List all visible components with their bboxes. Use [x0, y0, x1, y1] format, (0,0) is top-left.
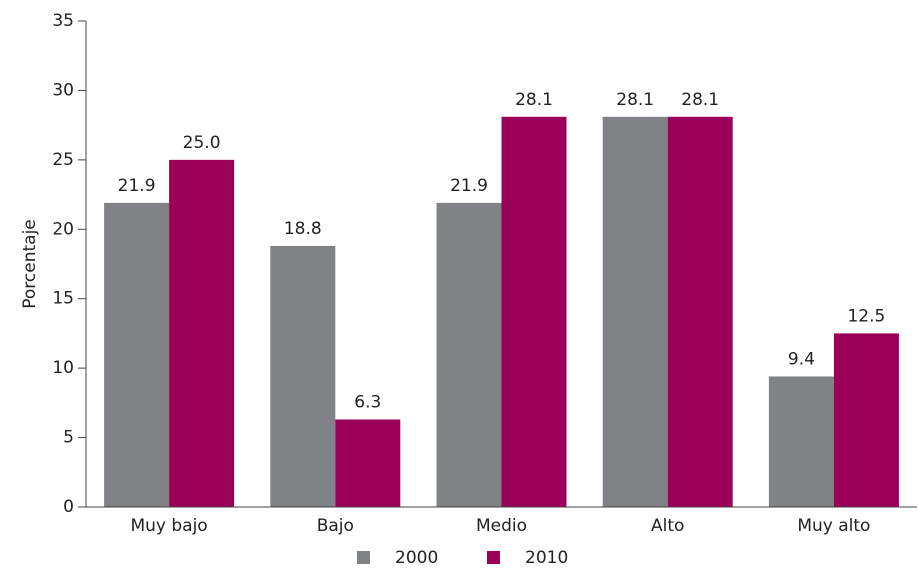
- legend-label: 2000: [395, 548, 438, 568]
- bar: [270, 245, 336, 507]
- bar: [436, 202, 502, 507]
- bar: [501, 116, 567, 507]
- y-tick-label: 15: [52, 289, 74, 309]
- y-tick-label: 35: [52, 11, 74, 31]
- y-tick-label: 0: [63, 497, 74, 517]
- data-label: 28.1: [616, 90, 654, 110]
- data-label: 21.9: [118, 176, 156, 196]
- x-tick-label: Medio: [476, 516, 527, 536]
- y-tick-label: 20: [52, 219, 74, 239]
- bar: [768, 376, 834, 507]
- x-tick-label: Alto: [651, 516, 684, 536]
- data-label: 28.1: [515, 90, 553, 110]
- legend-swatch: [357, 551, 370, 564]
- bar: [833, 333, 899, 507]
- data-label: 6.3: [354, 393, 381, 413]
- y-axis-label: Porcentaje: [20, 219, 40, 309]
- data-label: 12.5: [847, 306, 885, 326]
- legend-label: 2010: [525, 548, 568, 568]
- y-tick-label: 5: [63, 428, 74, 448]
- data-label: 21.9: [450, 176, 488, 196]
- y-tick-label: 30: [52, 80, 74, 100]
- x-tick-label: Muy alto: [797, 516, 870, 536]
- bar: [169, 159, 235, 507]
- data-label: 25.0: [183, 133, 221, 153]
- data-label: 28.1: [681, 90, 719, 110]
- y-tick-label: 10: [52, 358, 74, 378]
- y-tick-label: 25: [52, 150, 74, 170]
- data-label: 9.4: [788, 349, 815, 369]
- data-label: 18.8: [284, 219, 322, 239]
- bar: [335, 419, 401, 507]
- bar: [667, 116, 733, 507]
- legend-swatch: [487, 551, 500, 564]
- x-tick-label: Bajo: [317, 516, 354, 536]
- x-tick-label: Muy bajo: [130, 516, 207, 536]
- bar: [602, 116, 668, 507]
- bar: [104, 202, 170, 507]
